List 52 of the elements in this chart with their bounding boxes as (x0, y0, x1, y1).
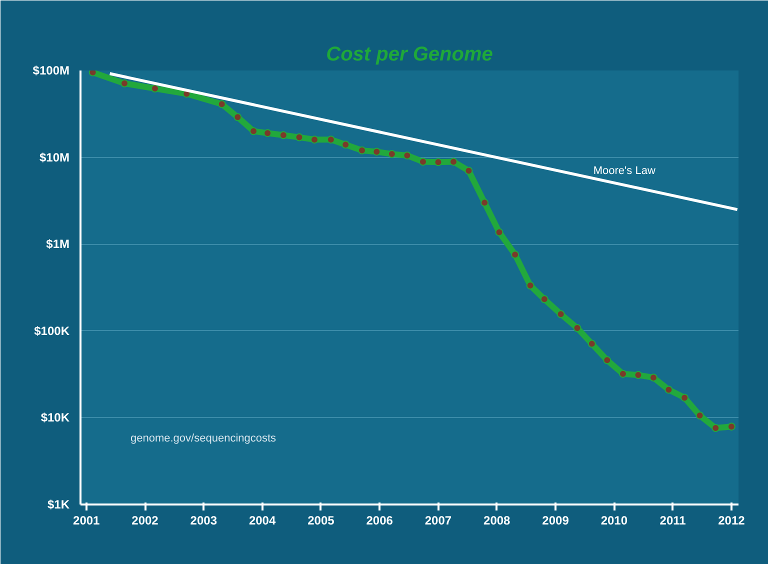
x-tick-label: 2009 (542, 514, 570, 528)
point (326, 136, 335, 144)
point (680, 394, 689, 402)
point (88, 70, 97, 76)
y-tick-label: $100K (34, 324, 70, 338)
y-tick-label: $1K (47, 498, 70, 512)
x-tick-label: 2003 (190, 514, 218, 528)
point (388, 150, 396, 158)
x-tick-label: 2008 (484, 514, 511, 528)
point (480, 198, 489, 207)
series-label: Moore's Law (593, 165, 656, 178)
y-tick-label: $10M (39, 150, 70, 164)
point (358, 146, 366, 154)
y-tick-label: $100M (32, 64, 70, 78)
point (234, 113, 242, 122)
point (279, 131, 288, 140)
point (264, 129, 272, 138)
point (618, 370, 627, 378)
x-tick-label: 2002 (132, 514, 159, 528)
x-tick-label: 2004 (248, 514, 276, 528)
x-tick-label: 2006 (366, 514, 394, 528)
point (464, 166, 473, 175)
point (434, 158, 442, 166)
point (511, 250, 520, 259)
point (120, 79, 128, 88)
point (588, 340, 596, 348)
x-tick-label: 2005 (308, 514, 335, 528)
point (403, 151, 412, 160)
point (664, 386, 673, 394)
x-tick-label: 2007 (424, 514, 452, 528)
point (372, 148, 381, 156)
point (573, 324, 582, 332)
point (712, 424, 720, 432)
point (556, 310, 565, 318)
x-tick-label: 2010 (600, 514, 628, 528)
annotation: genome.gov/sequencingcosts (130, 432, 277, 444)
point (603, 356, 612, 364)
point (634, 371, 642, 380)
point (418, 158, 427, 166)
point (295, 133, 304, 142)
point (218, 100, 226, 108)
chart-title: Cost per Genome (326, 44, 493, 66)
point (495, 228, 504, 236)
x-tick-label: 2011 (660, 514, 686, 528)
point (342, 140, 350, 149)
point (696, 412, 704, 420)
y-tick-label: $10K (40, 410, 70, 425)
y-tick-label: $1M (46, 237, 70, 252)
point (540, 295, 548, 304)
x-tick-label: 2012 (718, 514, 746, 528)
x-tick-label: 2001 (73, 514, 100, 528)
point (526, 282, 534, 290)
